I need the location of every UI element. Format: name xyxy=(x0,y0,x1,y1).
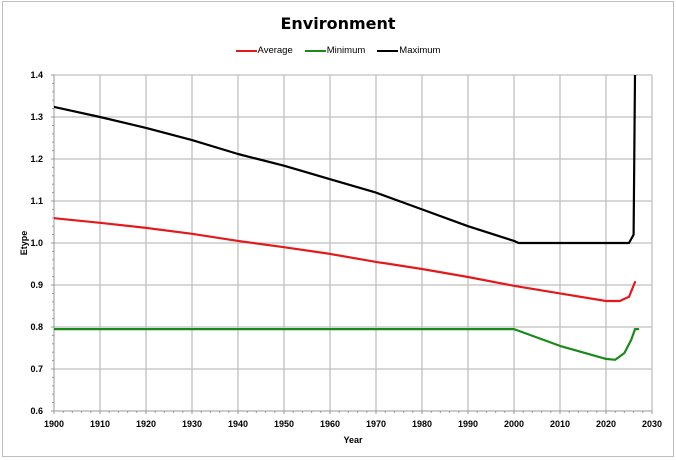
legend-label-average: Average xyxy=(257,45,293,56)
x-tick-label: 1950 xyxy=(274,419,294,429)
y-tick-label: 0.8 xyxy=(30,322,43,332)
x-tick-label: 2010 xyxy=(550,419,570,429)
legend-label-minimum: Minimum xyxy=(326,45,366,56)
x-tick-label: 1960 xyxy=(320,419,340,429)
series-line-average xyxy=(54,217,637,303)
y-tick-label: 0.7 xyxy=(30,364,43,374)
y-tick-label: 1.4 xyxy=(30,70,43,80)
tick-labels: 1900 1910 1920 1930 1940 1950 1960 1970 1980 1990… xyxy=(30,70,662,429)
legend: Average Minimum Maximum xyxy=(0,45,676,56)
series-group xyxy=(54,75,640,361)
axes xyxy=(51,74,653,414)
series-line-maximum xyxy=(54,75,637,245)
series-line-minimum xyxy=(54,328,640,361)
legend-swatch-minimum xyxy=(304,49,326,52)
x-tick-label: 1930 xyxy=(182,419,202,429)
y-tick-label: 0.9 xyxy=(30,280,43,290)
x-tick-label: 2030 xyxy=(642,419,662,429)
legend-item-minimum: Minimum xyxy=(304,45,366,56)
x-tick-label: 2020 xyxy=(596,419,616,429)
y-axis-title: Etype xyxy=(19,231,29,256)
x-tick-label: 1940 xyxy=(228,419,248,429)
y-tick-label: 1.2 xyxy=(30,154,43,164)
x-tick-label: 1990 xyxy=(458,419,478,429)
y-tick-label: 0.6 xyxy=(30,406,43,416)
legend-swatch-average xyxy=(235,49,257,52)
legend-item-average: Average xyxy=(235,45,293,56)
x-tick-label: 1900 xyxy=(44,419,64,429)
chart-title: Environment xyxy=(280,14,396,33)
x-axis-title: Year xyxy=(343,435,363,445)
gridlines xyxy=(54,74,653,411)
x-tick-label: 1970 xyxy=(366,419,386,429)
legend-swatch-maximum xyxy=(377,49,399,52)
legend-item-maximum: Maximum xyxy=(377,45,440,56)
x-tick-label: 1910 xyxy=(90,419,110,429)
legend-label-maximum: Maximum xyxy=(399,45,441,56)
x-tick-label: 1980 xyxy=(412,419,432,429)
x-tick-label: 1920 xyxy=(136,419,156,429)
y-tick-label: 1.1 xyxy=(30,196,43,206)
y-tick-label: 1.0 xyxy=(30,238,43,248)
y-tick-label: 1.3 xyxy=(30,112,43,122)
x-tick-label: 2000 xyxy=(504,419,524,429)
